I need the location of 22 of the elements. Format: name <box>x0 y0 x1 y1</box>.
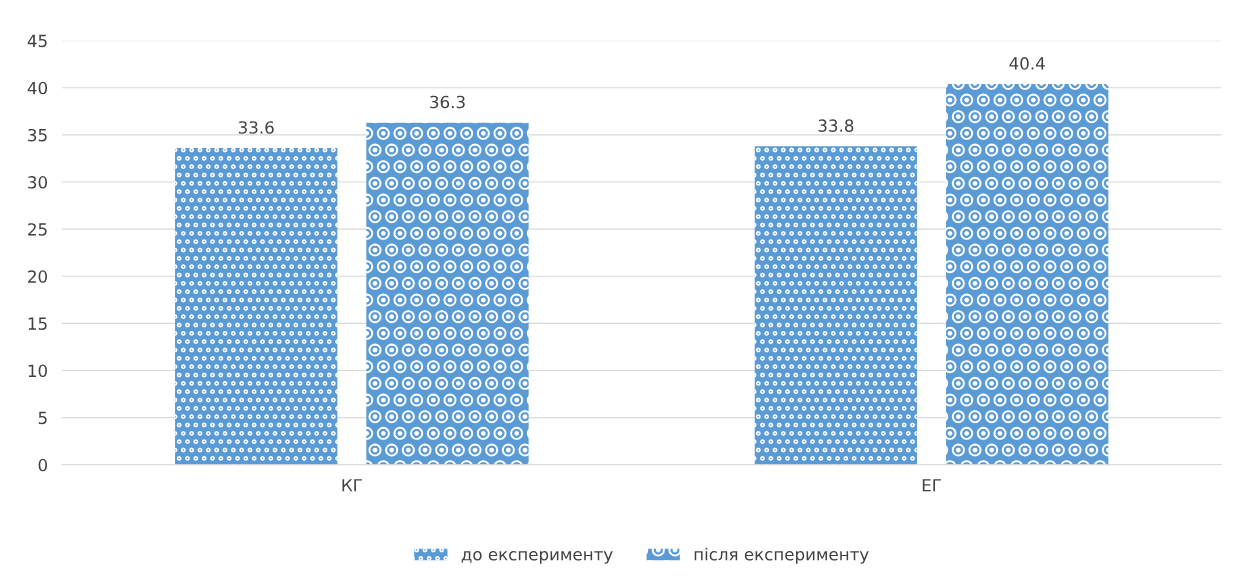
bar <box>754 146 918 465</box>
legend-label: після експерименту <box>694 547 869 564</box>
y-tick-label: 0 <box>38 458 47 472</box>
legend-label: до експерименту <box>461 550 613 564</box>
data-label: 33.8 <box>818 119 854 132</box>
y-tick-label: 40 <box>27 81 47 95</box>
y-tick-label: 25 <box>28 223 47 236</box>
y-tick-label: 15 <box>28 317 47 330</box>
y-tick-label: 35 <box>28 128 47 142</box>
x-tick-label: КГ <box>342 479 362 492</box>
y-tick-label: 5 <box>38 411 47 425</box>
data-label: 33.6 <box>238 121 274 134</box>
data-label: 36.3 <box>430 95 465 109</box>
bar <box>175 148 338 465</box>
bar <box>946 84 1109 465</box>
y-tick-label: 45 <box>27 34 47 48</box>
y-tick-label: 30 <box>28 176 47 189</box>
y-tick-label: 10 <box>28 364 47 378</box>
x-tick-label: ЕГ <box>922 479 941 492</box>
data-label: 40.4 <box>1009 57 1045 70</box>
bar <box>366 122 529 465</box>
y-tick-label: 20 <box>28 270 47 283</box>
